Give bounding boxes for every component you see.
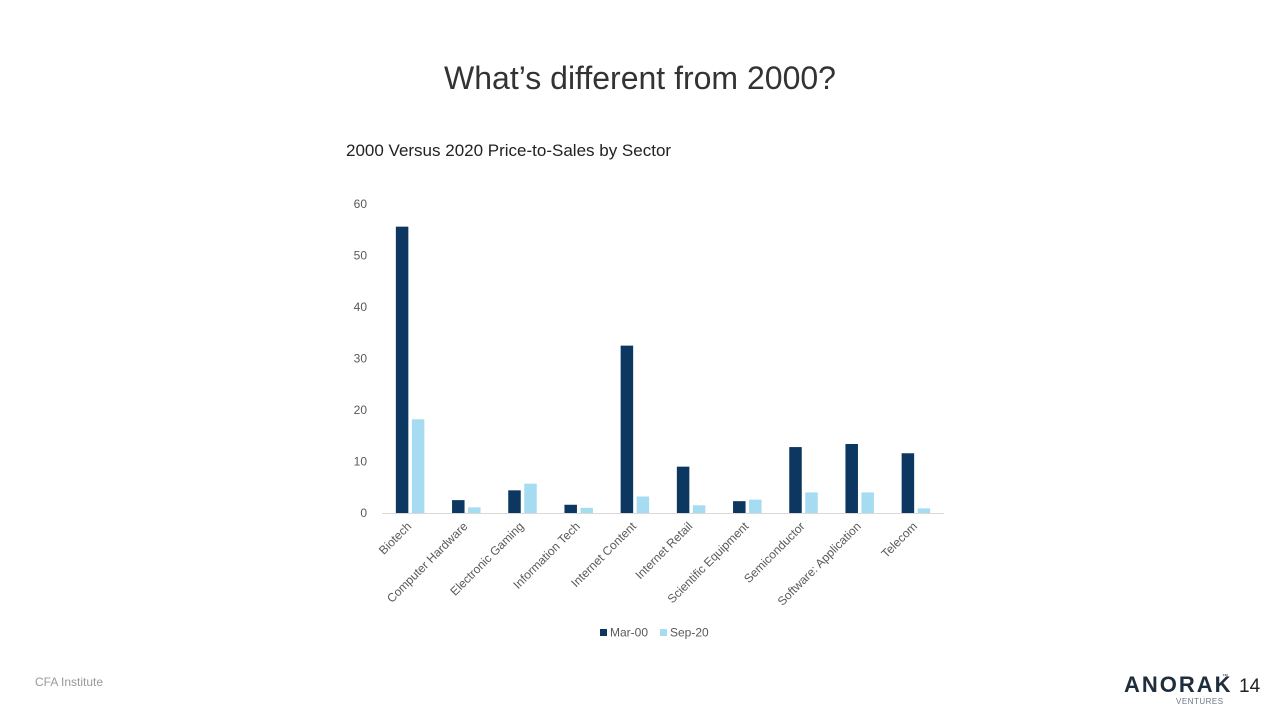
bar-sep-20: [692, 505, 706, 513]
bar-mar-00: [676, 466, 690, 513]
bar-sep-20: [805, 492, 818, 513]
y-tick-label: 40: [354, 300, 368, 314]
x-tick-label: Internet Retail: [632, 519, 695, 582]
y-tick-label: 10: [354, 455, 368, 469]
x-tick-label: Biotech: [376, 519, 414, 557]
legend-swatch: [600, 629, 607, 636]
logo-subtitle: VENTURES: [1176, 697, 1224, 706]
y-tick-label: 50: [354, 249, 368, 263]
bar-sep-20: [861, 492, 874, 513]
bar-mar-00: [845, 443, 858, 513]
anorak-logo: ANORAK ™ VENTURES: [1124, 672, 1234, 708]
bar-mar-00: [620, 345, 634, 513]
bar-sep-20: [580, 507, 593, 513]
bar-mar-00: [733, 501, 746, 513]
legend-label: Sep-20: [670, 626, 709, 640]
legend-label: Mar-00: [610, 626, 648, 640]
bar-mar-00: [564, 504, 577, 513]
bar-sep-20: [636, 496, 650, 513]
legend-swatch: [660, 629, 667, 636]
chart-title: 2000 Versus 2020 Price-to-Sales by Secto…: [346, 141, 672, 160]
y-tick-label: 20: [354, 403, 368, 417]
bar-mar-00: [395, 226, 409, 513]
slide-title: What’s different from 2000?: [444, 60, 836, 96]
bar-mar-00: [901, 453, 915, 513]
bar-sep-20: [468, 507, 481, 513]
y-tick-label: 0: [360, 506, 367, 520]
bar-sep-20: [411, 419, 425, 513]
y-tick-label: 60: [354, 197, 368, 211]
bar-mar-00: [789, 447, 802, 513]
page-number: 14: [1239, 676, 1261, 697]
source-label: CFA Institute: [35, 675, 104, 689]
bar-mar-00: [508, 490, 521, 513]
x-tick-label: Telecom: [879, 519, 920, 560]
bar-sep-20: [749, 499, 762, 513]
logo-trademark: ™: [1222, 674, 1228, 680]
logo-wordmark: ANORAK: [1124, 672, 1233, 697]
y-tick-label: 30: [354, 352, 368, 366]
bar-sep-20: [524, 483, 537, 513]
bar-mar-00: [452, 500, 465, 513]
bar-sep-20: [917, 508, 931, 513]
